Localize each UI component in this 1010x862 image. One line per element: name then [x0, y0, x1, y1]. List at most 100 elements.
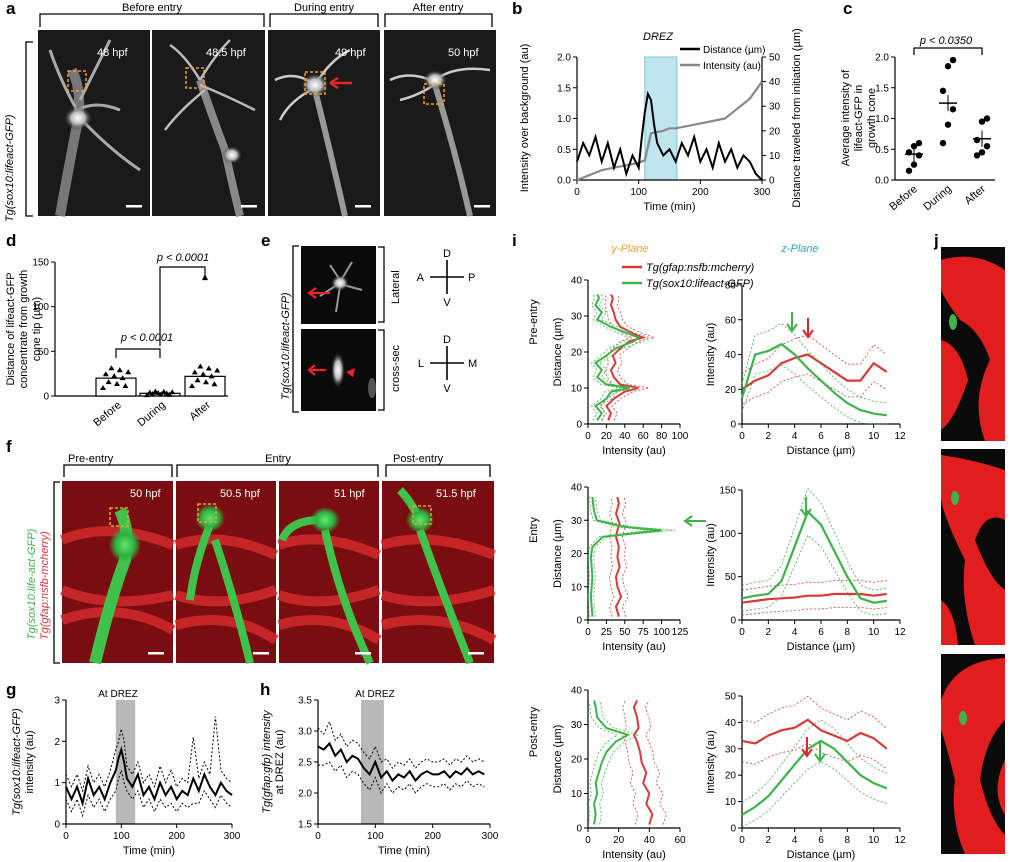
i-y-post-xtick-label: 20	[613, 835, 625, 846]
i-z-pre-green-mean	[740, 342, 887, 417]
i-z-pre-green-lower	[741, 364, 887, 425]
micrograph-48hpf	[38, 30, 150, 217]
i-z-pre-xtick-label: 12	[894, 431, 906, 442]
c-point	[949, 56, 957, 64]
i-y-post-ytick-label: 10	[571, 789, 583, 800]
panel-label-d: d	[6, 231, 16, 250]
h-upper	[317, 720, 485, 770]
group-before-entry: Before entry	[122, 2, 182, 14]
i-arrows	[683, 312, 826, 763]
c-point	[978, 118, 986, 125]
i-y-entry-xtick-label: 100	[653, 627, 670, 638]
i-y-post-ytick-label: 40	[571, 686, 583, 697]
i-z-post-green-lower	[741, 761, 887, 828]
d-point	[149, 391, 156, 397]
panel-f-side-label-green: Tg(sox10:life-act-GFP)	[26, 528, 38, 640]
legend-green: Tg(sox10:lifeact-GFP)	[646, 278, 754, 290]
i-z-post-ytick-label: 20	[725, 771, 737, 782]
c-ylabel-line: lifeact-GFP in	[853, 85, 865, 151]
i-z-entry-ytick-label: 0	[730, 616, 736, 627]
i-y-pre-green-lower	[590, 294, 630, 421]
i-y-pre-ytick-label: 0	[576, 420, 582, 431]
i-z-pre-xtick-label: 8	[845, 431, 851, 442]
i-y-post-ytick-label: 30	[571, 720, 583, 731]
d-ytick-label: 0	[43, 392, 49, 403]
i-z-post-red-lower	[741, 742, 888, 770]
d-point	[100, 384, 106, 390]
chart-g: 0 100 200 300 0 1 2 3 Time (min) Tg(sox10:lifeact…	[11, 696, 241, 858]
i-z-pre-xlabel: Distance (µm)	[787, 445, 856, 457]
i-y-pre-ytick-label: 10	[571, 384, 583, 395]
i-z-pre-xtick-label: 4	[792, 431, 798, 442]
b-series-intensity	[576, 80, 763, 182]
c-ytick-label: 1.5	[875, 83, 889, 94]
i-z-post-xtick-label: 4	[792, 835, 798, 846]
h-xlabel: Time (min)	[378, 845, 430, 857]
i-y-entry-red-upper	[621, 496, 629, 617]
i-z-pre-xtick-label: 0	[739, 431, 745, 442]
i-y-post-xtick-label: 0	[585, 835, 591, 846]
b-ylabel-2: Distance traveled from initiation (µm)	[791, 28, 803, 207]
i-z-post-ytick-label: 0	[730, 824, 736, 835]
b-ytick-label: 0.0	[557, 176, 571, 187]
d-point	[125, 369, 132, 375]
d-point	[211, 381, 218, 387]
b-xtick-label: 0	[574, 187, 580, 198]
h-ytick-label: 2.0	[298, 789, 312, 800]
c-ytick-label: 1.0	[875, 114, 889, 125]
i-y-entry-xtick-label: 0	[585, 627, 591, 638]
i-y-pre-red-mean	[605, 293, 647, 421]
compass-l: L	[418, 358, 424, 370]
i-y-post-ylabel: Distance (µm)	[552, 725, 564, 794]
row-pre-entry: Pre-entry	[528, 299, 540, 345]
b-xtick-label: 300	[754, 187, 771, 198]
micrograph-48-5hpf	[152, 30, 265, 217]
c-point	[944, 121, 952, 128]
group-entry: Entry	[265, 453, 291, 465]
i-y-post-red-upper	[645, 700, 668, 825]
b-ytick-label: 1.0	[557, 114, 571, 125]
i-z-post-xtick-label: 10	[868, 835, 880, 846]
i-z-pre-xtick-label: 10	[868, 431, 880, 442]
i-y-entry-xlabel: Intensity (au)	[602, 641, 666, 653]
i-z-entry-xtick-label: 4	[792, 627, 798, 638]
i-z-pre-ylabel: Intensity (au)	[705, 323, 717, 387]
chart-i-y-post: 0 20 40 60 0 10 20 30 40 Intensity (au) Distance (…	[552, 686, 686, 862]
i-y-pre-ylabel: Distance (µm)	[552, 318, 564, 387]
d-point	[144, 392, 150, 398]
g-mean	[65, 745, 233, 808]
h-mean	[317, 741, 485, 783]
i-y-entry-ytick-label: 30	[571, 516, 583, 527]
h-ytick-label: 1.5	[298, 820, 312, 831]
c-point	[939, 139, 947, 147]
i-y-pre-red-upper	[611, 294, 656, 421]
i-y-entry-xtick-label: 25	[601, 627, 613, 638]
micrograph-f-50-5hpf	[174, 481, 279, 664]
time-f-50-5hpf: 50.5 hpf	[220, 488, 261, 500]
i-z-entry-ytick-label: 100	[719, 529, 736, 540]
i-z-post-ytick-label: 30	[725, 744, 737, 755]
d-point	[102, 371, 109, 377]
d-point	[214, 367, 221, 373]
i-y-entry-green-mean	[589, 496, 662, 617]
i-z-post-ytick-label: 10	[725, 797, 737, 808]
c-point	[944, 63, 952, 70]
d-ytick-label: 150	[32, 258, 49, 269]
b-y2tick-label: 30	[769, 102, 781, 113]
g-xlabel: Time (min)	[123, 845, 175, 857]
i-y-entry-ytick-label: 40	[571, 483, 583, 494]
g-ytick-label: 2	[54, 737, 60, 748]
compass-lateral	[430, 260, 464, 294]
d-ylabel-line: Distance of lifeact-GFP	[5, 272, 17, 385]
b-y2tick-label: 0	[769, 176, 775, 187]
i-z-post-xtick-label: 2	[766, 835, 772, 846]
d-point	[197, 363, 204, 369]
d-point	[200, 371, 207, 377]
i-z-post-xtick-label: 8	[845, 835, 851, 846]
c-point	[949, 106, 957, 113]
i-y-pre-xtick-label: 80	[656, 431, 668, 442]
i-y-pre-green-mean	[593, 293, 641, 421]
i-z-post-ytick-label: 50	[725, 692, 737, 703]
i-z-pre-ytick-label: 0	[730, 420, 736, 431]
